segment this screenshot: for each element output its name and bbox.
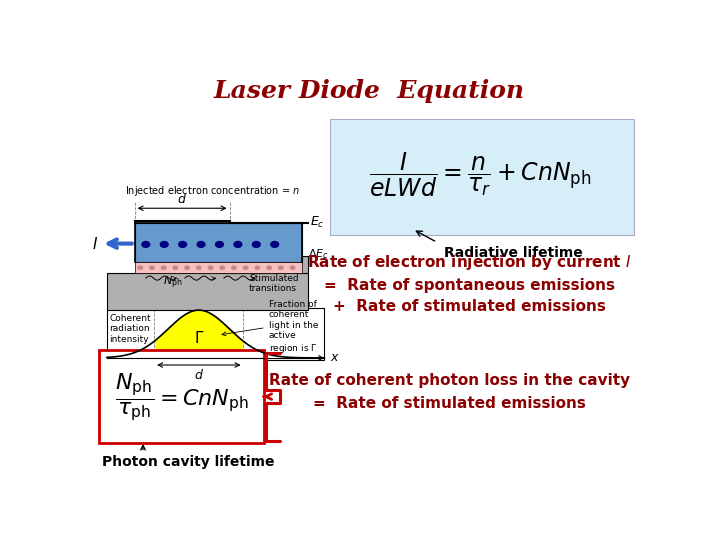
Circle shape [150, 266, 154, 269]
Circle shape [279, 266, 283, 269]
Text: $N_{\mathrm{ph}}$: $N_{\mathrm{ph}}$ [163, 275, 182, 291]
Text: $\Gamma$: $\Gamma$ [194, 329, 204, 346]
Circle shape [197, 266, 201, 269]
Circle shape [232, 266, 236, 269]
Circle shape [173, 266, 178, 269]
Text: Rate of electron injection by current $I$: Rate of electron injection by current $I… [307, 253, 631, 272]
Circle shape [161, 266, 166, 269]
Text: $d$: $d$ [177, 192, 187, 206]
Bar [107, 308, 324, 360]
Text: Fraction of
coherent
light in the
active
region is $\Gamma$: Fraction of coherent light in the active… [269, 300, 318, 355]
Circle shape [185, 266, 189, 269]
Text: $E_c$: $E_c$ [310, 214, 325, 230]
Circle shape [197, 241, 205, 247]
Circle shape [208, 266, 213, 269]
Circle shape [271, 241, 279, 247]
Bar [135, 223, 302, 262]
Circle shape [255, 266, 260, 269]
Circle shape [234, 241, 242, 247]
Text: $\Delta E_c$: $\Delta E_c$ [307, 247, 328, 261]
Circle shape [161, 241, 168, 247]
Circle shape [138, 266, 143, 269]
Circle shape [267, 266, 271, 269]
Text: $I$: $I$ [92, 235, 99, 252]
Text: Photon cavity lifetime: Photon cavity lifetime [102, 455, 275, 469]
Bar [230, 256, 307, 273]
Circle shape [253, 241, 260, 247]
Text: =  Rate of stimulated emissions: = Rate of stimulated emissions [313, 396, 586, 411]
Circle shape [290, 266, 294, 269]
FancyBboxPatch shape [330, 119, 634, 235]
Text: Radiative lifetime: Radiative lifetime [444, 246, 583, 260]
Bar [135, 262, 302, 273]
Text: $\dfrac{N_{\mathrm{ph}}}{\tau_{\mathrm{ph}}} = CnN_{\mathrm{ph}}$: $\dfrac{N_{\mathrm{ph}}}{\tau_{\mathrm{p… [115, 372, 249, 423]
Circle shape [243, 266, 248, 269]
Circle shape [142, 241, 150, 247]
FancyBboxPatch shape [99, 349, 264, 443]
Text: Coherent
radiation
intensity: Coherent radiation intensity [109, 314, 151, 344]
Circle shape [220, 266, 225, 269]
Text: +  Rate of stimulated emissions: + Rate of stimulated emissions [333, 299, 606, 314]
Text: $d$: $d$ [194, 368, 204, 381]
Bar [107, 273, 307, 310]
Text: Injected electron concentration = $n$: Injected electron concentration = $n$ [125, 184, 300, 198]
Text: $x$: $x$ [330, 352, 340, 365]
Text: =  Rate of spontaneous emissions: = Rate of spontaneous emissions [324, 278, 615, 293]
Text: Rate of coherent photon loss in the cavity: Rate of coherent photon loss in the cavi… [269, 373, 631, 388]
Text: $\dfrac{I}{eLWd} = \dfrac{n}{\tau_r} + CnN_{\mathrm{ph}}$: $\dfrac{I}{eLWd} = \dfrac{n}{\tau_r} + C… [369, 151, 592, 199]
Circle shape [179, 241, 186, 247]
Text: Laser Diode  Equation: Laser Diode Equation [214, 79, 524, 103]
Circle shape [215, 241, 223, 247]
Text: Stimulated
transitions: Stimulated transitions [249, 274, 299, 293]
